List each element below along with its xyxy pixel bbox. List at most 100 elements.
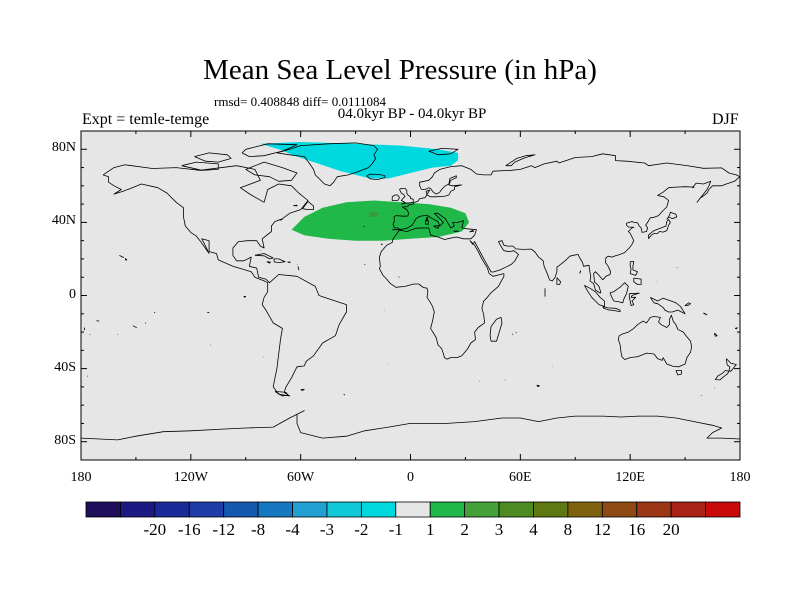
colorbar-swatch: [705, 501, 741, 518]
coastline: [579, 270, 582, 274]
coastline: [297, 266, 300, 271]
y-tick-label: 0: [69, 286, 76, 302]
coastline: [505, 154, 536, 167]
coastline: [243, 295, 247, 298]
colorbar-swatch: [223, 501, 259, 518]
coastline: [425, 220, 429, 225]
colorbar-label: 2: [460, 520, 469, 539]
colorbar-swatch: [85, 501, 121, 518]
colorbar-label: 1: [425, 520, 435, 539]
y-tick-label: 80S: [54, 432, 76, 448]
coastline: [703, 312, 708, 316]
coastline: [714, 370, 730, 381]
coastline: [273, 258, 286, 264]
coastline: [102, 164, 347, 397]
coastline: [725, 358, 737, 372]
coastline: [254, 253, 274, 260]
colorbar-label: 12: [593, 520, 611, 539]
colorbar-label: -8: [251, 520, 266, 539]
plot-title: Mean Sea Level Pressure (in hPa): [203, 54, 597, 86]
colorbar-swatch: [292, 501, 328, 518]
positive-anomaly-atlantic-europe: [291, 200, 470, 241]
coastline: [633, 277, 642, 285]
coastline: [428, 147, 459, 156]
coastline: [194, 152, 232, 163]
colorbar-label: -4: [285, 520, 300, 539]
coastline: [287, 261, 291, 264]
coastline: [181, 161, 219, 171]
coastline: [302, 201, 314, 211]
colorbar-label: -3: [319, 520, 335, 539]
anomaly-layer: [260, 142, 470, 241]
colorbar-label: 4: [529, 520, 538, 539]
coastline: [293, 204, 298, 207]
colorbar-swatch: [464, 501, 500, 518]
colorbar-label: 8: [563, 520, 573, 539]
coastline: [380, 243, 383, 246]
coastline: [734, 327, 738, 330]
coastline: [245, 161, 298, 182]
coastline: [648, 219, 671, 240]
x-tick-label: 120W: [173, 470, 208, 485]
coastline: [241, 143, 298, 158]
colorbar-swatch: [395, 501, 431, 518]
coastline: [274, 391, 289, 397]
coastline: [453, 230, 459, 232]
coastline: [343, 393, 346, 396]
x-tick-label: 180: [70, 470, 92, 485]
x-tick-label: 60W: [287, 470, 315, 485]
x-tick-label: 180: [729, 470, 751, 485]
stats-text: rmsd= 0.408848 diff= 0.0111084: [214, 94, 386, 109]
coastline: [489, 316, 503, 342]
colorbar-swatch: [360, 501, 397, 518]
coastline: [628, 292, 640, 307]
y-tick-label: 40S: [54, 359, 76, 375]
coastline: [469, 229, 475, 233]
colorbar-label: -2: [354, 520, 369, 539]
colorbar-swatch: [670, 501, 706, 518]
positive-anomaly-core: [368, 211, 380, 217]
coastline: [536, 384, 540, 387]
coastline: [300, 388, 305, 391]
coastline: [714, 332, 718, 337]
colorbar-label: 3: [494, 520, 504, 539]
coastline: [276, 142, 379, 187]
coastline: [266, 261, 271, 264]
coastline: [433, 225, 440, 229]
colorbar-label: -1: [388, 520, 403, 539]
x-tick-label: 120E: [615, 470, 645, 485]
colorbar-label: 20: [662, 520, 680, 539]
y-tick-label: 80N: [51, 140, 76, 156]
experiment-label: Expt = temle-temge: [82, 111, 210, 128]
x-tick-label: 60E: [509, 470, 532, 485]
coastline: [378, 153, 740, 360]
colorbar-swatch: [257, 501, 293, 518]
coastline: [584, 285, 605, 307]
coastline: [629, 261, 638, 276]
colorbar-swatch: [601, 501, 638, 518]
x-tick-label: 0: [407, 470, 414, 485]
coastline: [153, 311, 156, 314]
coastline: [602, 306, 621, 313]
coastline: [399, 187, 414, 205]
colorbar-label: -16: [177, 520, 201, 539]
tick-marks: [80, 131, 741, 460]
colorbar-swatch: [326, 501, 362, 518]
coastline: [279, 219, 283, 221]
colorbar-swatch: [636, 501, 672, 518]
negative-anomaly-north-atlantic: [260, 142, 459, 179]
colorbar-swatch: [567, 501, 603, 518]
colorbar-swatch: [188, 501, 225, 518]
y-tick-label: 40N: [51, 213, 76, 229]
coastline: [617, 314, 692, 368]
coastline: [366, 173, 386, 181]
coastline-layer: [81, 142, 740, 441]
colorbar-label: -20: [143, 520, 167, 539]
coastline: [132, 325, 137, 329]
coastline: [425, 216, 429, 221]
season-label: DJF: [712, 111, 739, 128]
coastline: [556, 277, 561, 285]
coastline: [124, 258, 128, 261]
colorbar-swatch: [498, 501, 534, 518]
